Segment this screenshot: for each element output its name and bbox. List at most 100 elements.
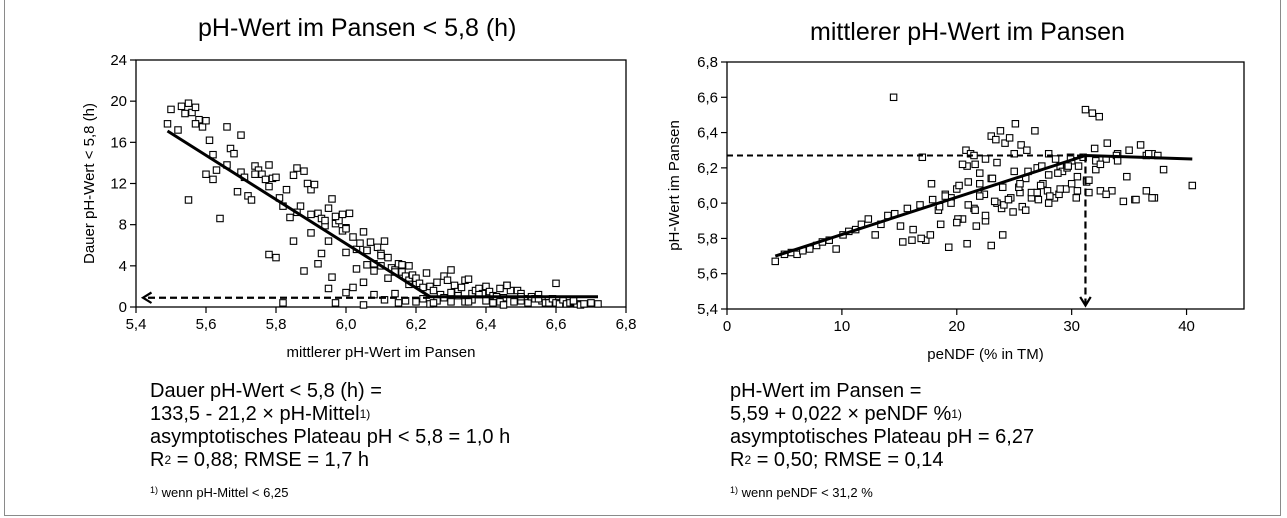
- chart1-plot-frame: [135, 59, 627, 308]
- chart2-data-point: [1144, 149, 1153, 158]
- chart2-x-axis-label: peNDF (% in TM): [927, 346, 1043, 363]
- chart2-data-point: [958, 160, 967, 169]
- right-equation-line-2: 5,59 + 0,022 × peNDF %1): [730, 403, 962, 425]
- chart2-data-point: [1005, 134, 1014, 142]
- chart1-y-axis-label: Dauer pH-Wert < 5,8 (h): [81, 103, 98, 264]
- chart1-data-point: [167, 105, 175, 114]
- chart2-data-point: [1021, 206, 1030, 214]
- chart1-data-point: [433, 278, 441, 287]
- chart1-data-point: [293, 164, 301, 172]
- chart1-data-point: [377, 251, 385, 260]
- chart1-data-point: [552, 279, 560, 288]
- chart2-data-point: [981, 211, 990, 220]
- chart2-y-tick-label: 6,4: [697, 125, 718, 142]
- chart1-data-point: [331, 299, 340, 307]
- left-chart-title: pH-Wert im Pansen < 5,8 (h): [198, 14, 517, 42]
- chart1-data-point: [464, 298, 473, 306]
- chart1-data-point: [261, 175, 270, 184]
- chart2-data-point: [1067, 179, 1076, 188]
- chart1-data-point: [237, 131, 245, 139]
- chart1-data-point: [209, 175, 217, 184]
- chart1-data-point: [300, 267, 308, 275]
- chart1-data-point: [380, 237, 389, 245]
- chart2-data-point: [976, 169, 984, 177]
- chart1-data-point: [272, 253, 280, 262]
- chart1-data-point: [331, 212, 340, 221]
- chart2-data-point: [1034, 195, 1043, 204]
- chart1-data-point: [594, 300, 602, 308]
- chart1-x-tick-label: 5,4: [126, 316, 147, 333]
- chart1-data-point: [198, 123, 207, 131]
- chart1-data-point: [384, 274, 392, 282]
- chart2-data-point: [1010, 167, 1018, 176]
- chart1-data-point: [356, 239, 364, 247]
- chart1-data-point: [429, 286, 438, 295]
- chart1-data-point: [303, 179, 312, 188]
- chart1-data-point: [321, 216, 329, 225]
- chart1-data-point: [443, 276, 452, 284]
- chart1-data-point: [363, 246, 371, 255]
- chart1-x-tick-label: 6,0: [336, 316, 357, 333]
- chart1-y-tick-label: 24: [110, 52, 127, 69]
- chart2-data-point: [1123, 172, 1131, 181]
- chart1-data-point: [324, 237, 333, 245]
- chart2-data-point: [926, 231, 935, 239]
- chart1-x-tick-label: 6,6: [546, 316, 567, 333]
- chart1-data-point: [296, 202, 305, 210]
- chart2-data-point: [1188, 181, 1197, 190]
- chart1-y-tick-label: 0: [119, 299, 127, 316]
- chart2-data-point: [1016, 179, 1024, 188]
- chart2-data-point: [1148, 194, 1156, 202]
- chart2-data-point: [987, 241, 995, 250]
- chart2-data-point: [1044, 171, 1053, 179]
- chart2-regression-line: [774, 153, 1193, 258]
- chart2-data-point: [981, 155, 990, 163]
- chart1-data-point: [342, 225, 350, 233]
- chart1-data-point: [324, 284, 333, 293]
- chart1-y-tick-label: 4: [119, 258, 127, 275]
- chart1-data-point: [373, 243, 382, 252]
- chart2-data-point: [896, 222, 905, 230]
- chart2-data-point: [955, 181, 963, 190]
- chart1-data-point: [328, 195, 336, 203]
- chart2-data-point: [964, 201, 973, 209]
- chart2-data-point: [1085, 176, 1093, 184]
- chart2-x-tick-label: 10: [834, 318, 851, 335]
- chart1-x-tick-label: 5,8: [266, 316, 287, 333]
- chart2-data-point: [917, 234, 925, 243]
- chart2-data-point: [1142, 187, 1151, 195]
- chart1-data-point: [384, 253, 392, 262]
- chart2-data-point: [1044, 149, 1053, 158]
- chart2-data-point: [1081, 105, 1090, 114]
- chart1-data-point: [405, 262, 413, 270]
- chart2-x-tick-label: 30: [1063, 318, 1080, 335]
- chart2-data-point: [1031, 127, 1039, 135]
- chart1-data-point: [349, 283, 357, 292]
- chart1-data-point: [349, 233, 357, 241]
- chart2-data-point: [963, 239, 971, 248]
- chart1-data-point: [422, 269, 431, 277]
- chart1-data-point: [391, 289, 399, 298]
- chart1-data-point: [310, 180, 319, 189]
- chart1-data-point: [286, 213, 294, 222]
- chart2-data-point: [1036, 181, 1045, 190]
- chart2-data-point: [871, 231, 879, 239]
- chart1-y-tick-label: 12: [110, 176, 127, 193]
- chart1-x-axis-label: mittlerer pH-Wert im Pansen: [287, 344, 476, 361]
- chart2-y-tick-label: 6,8: [697, 54, 718, 71]
- chart1-data-point: [366, 238, 375, 246]
- chart2-y-tick-label: 6,6: [697, 89, 718, 106]
- chart1-data-point: [394, 299, 403, 307]
- right-plateau-text: asymptotisches Plateau pH = 6,27: [730, 426, 1035, 448]
- chart2-data-point: [927, 179, 936, 188]
- chart1-data-point: [307, 210, 315, 219]
- chart1-data-point: [328, 273, 336, 281]
- chart1-data-point: [359, 301, 368, 309]
- left-plateau-text: asymptotisches Plateau pH < 5,8 = 1,0 h: [150, 426, 511, 448]
- chart1-data-point: [251, 170, 259, 178]
- chart1-data-point: [202, 116, 210, 125]
- chart1-data-point: [359, 278, 368, 287]
- chart2-data-point: [1033, 188, 1041, 197]
- chart2-data-point: [964, 178, 973, 186]
- chart2-data-point: [1090, 144, 1099, 153]
